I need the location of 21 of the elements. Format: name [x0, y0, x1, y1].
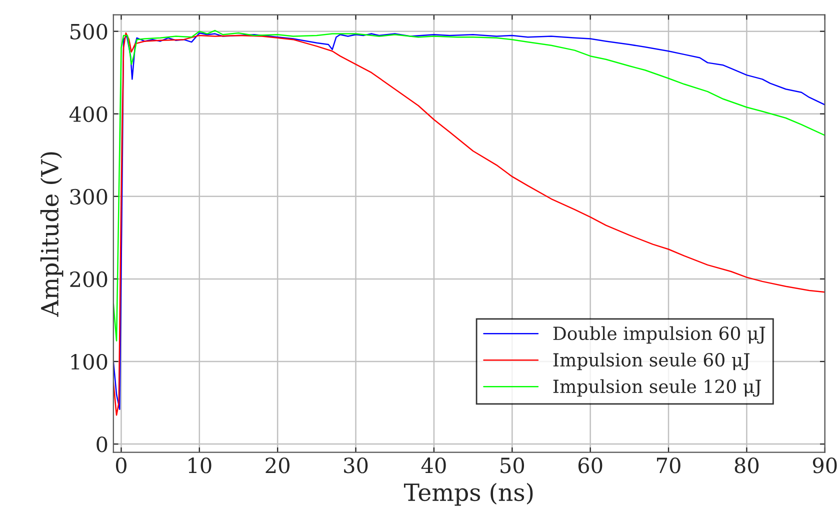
x-tick-label: 20 — [266, 458, 290, 474]
x-tick-label: 70 — [657, 458, 680, 474]
legend-label: Impulsion seule 120 μJ — [553, 379, 762, 397]
x-tick-label: 40 — [421, 458, 446, 474]
x-tick-label: 60 — [578, 458, 602, 474]
x-tick-label: 90 — [812, 458, 837, 474]
y-axis-title: Amplitude (V) — [40, 152, 64, 317]
y-tick-label: 400 — [69, 106, 108, 122]
x-tick-label: 80 — [734, 458, 759, 474]
y-tick-label: 0 — [96, 436, 108, 452]
x-tick-label: 30 — [344, 458, 368, 474]
x-tick-label: 50 — [500, 458, 524, 474]
x-tick-label: 0 — [116, 458, 126, 474]
y-tick-label: 300 — [70, 188, 108, 205]
y-tick-label: 500 — [70, 24, 108, 40]
y-tick-label: 100 — [71, 354, 108, 370]
x-axis-title: Temps (ns) — [404, 482, 533, 506]
legend-label: Impulsion seule 60 μJ — [553, 352, 750, 370]
legend-label: Double impulsion 60 μJ — [553, 326, 766, 344]
x-tick-label: 10 — [188, 458, 212, 474]
y-tick-label: 200 — [70, 271, 108, 288]
